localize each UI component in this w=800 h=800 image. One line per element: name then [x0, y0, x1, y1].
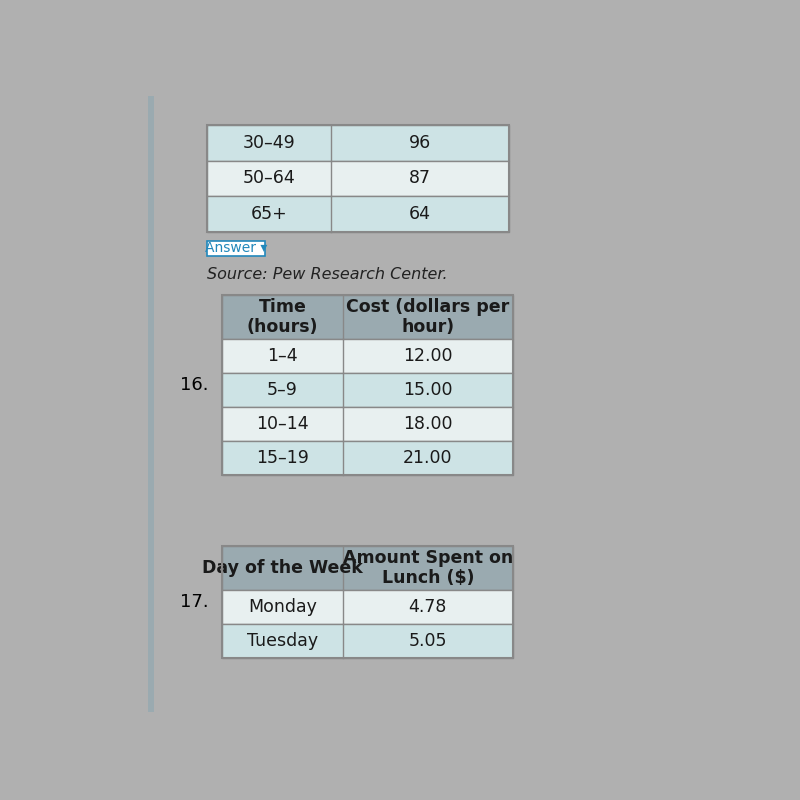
Text: 64: 64 — [409, 205, 431, 223]
Text: 12.00: 12.00 — [403, 347, 453, 366]
Text: Answer ▾: Answer ▾ — [205, 242, 267, 255]
Bar — [207, 196, 509, 231]
Text: 87: 87 — [409, 170, 431, 187]
Text: 4.78: 4.78 — [409, 598, 447, 616]
Text: 5–9: 5–9 — [267, 381, 298, 399]
Bar — [222, 546, 513, 658]
Text: 96: 96 — [409, 134, 431, 152]
Text: Day of the Week: Day of the Week — [202, 559, 363, 577]
Text: 10–14: 10–14 — [256, 415, 309, 433]
Bar — [222, 373, 513, 407]
Bar — [222, 624, 513, 658]
Text: 17.: 17. — [180, 593, 209, 611]
Bar — [222, 294, 513, 339]
Text: 5.05: 5.05 — [409, 632, 447, 650]
Bar — [222, 407, 513, 441]
Text: Monday: Monday — [248, 598, 317, 616]
Text: Time
(hours): Time (hours) — [246, 298, 318, 336]
Bar — [222, 294, 513, 475]
Text: Tuesday: Tuesday — [247, 632, 318, 650]
Text: 65+: 65+ — [250, 205, 287, 223]
Text: 16.: 16. — [180, 376, 209, 394]
Text: Amount Spent on
Lunch ($): Amount Spent on Lunch ($) — [342, 549, 513, 587]
Text: Cost (dollars per
hour): Cost (dollars per hour) — [346, 298, 510, 336]
Bar — [222, 339, 513, 373]
Text: 50–64: 50–64 — [242, 170, 295, 187]
Text: 30–49: 30–49 — [242, 134, 295, 152]
Text: 21.00: 21.00 — [403, 449, 453, 467]
Bar — [207, 161, 509, 196]
Text: 1–4: 1–4 — [267, 347, 298, 366]
Bar — [207, 126, 509, 231]
Bar — [207, 126, 509, 161]
Bar — [148, 96, 154, 712]
Bar — [222, 546, 513, 590]
Text: Source: Pew Research Center.: Source: Pew Research Center. — [207, 267, 447, 282]
Bar — [222, 590, 513, 624]
Text: 15.00: 15.00 — [403, 381, 453, 399]
Bar — [222, 441, 513, 475]
Text: 15–19: 15–19 — [256, 449, 309, 467]
Bar — [207, 241, 265, 256]
Text: 18.00: 18.00 — [403, 415, 453, 433]
